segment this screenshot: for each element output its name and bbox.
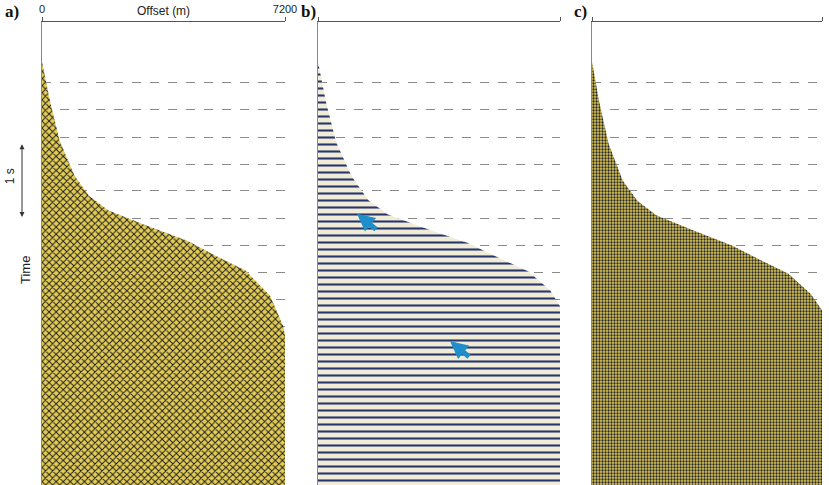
svg-text:1 s: 1 s: [3, 168, 17, 184]
svg-text:7200: 7200: [273, 3, 297, 15]
svg-text:Offset (m): Offset (m): [137, 4, 190, 18]
svg-text:0: 0: [39, 3, 45, 15]
svg-text:b): b): [301, 2, 316, 21]
svg-text:Time: Time: [18, 256, 33, 284]
svg-text:c): c): [574, 2, 587, 21]
svg-text:a): a): [5, 2, 19, 21]
